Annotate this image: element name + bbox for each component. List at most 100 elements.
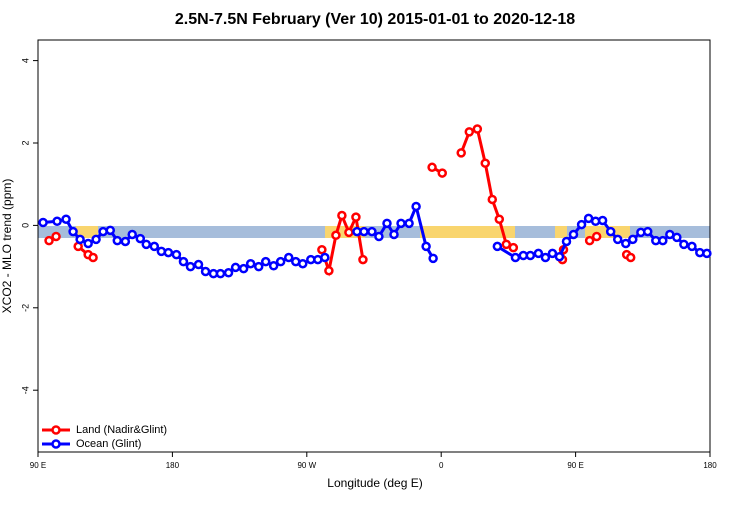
point xyxy=(501,239,512,250)
point xyxy=(642,226,653,237)
point xyxy=(253,261,264,272)
point xyxy=(672,232,682,243)
point xyxy=(83,238,93,249)
point xyxy=(597,215,608,226)
point xyxy=(178,256,189,267)
point xyxy=(687,241,697,252)
land-strip xyxy=(555,226,567,238)
point xyxy=(421,241,431,252)
plot-frame xyxy=(37,39,711,453)
point xyxy=(275,256,286,267)
point xyxy=(525,250,536,261)
point xyxy=(127,229,137,240)
point xyxy=(456,148,466,158)
point xyxy=(591,231,602,242)
point xyxy=(38,217,48,228)
point xyxy=(612,234,623,245)
point xyxy=(268,261,279,271)
point xyxy=(230,262,241,273)
land-strip xyxy=(420,226,515,238)
legend-marker xyxy=(51,439,61,449)
point xyxy=(510,252,521,263)
point xyxy=(411,201,421,212)
point xyxy=(437,168,447,178)
point xyxy=(320,252,330,263)
point xyxy=(120,236,131,247)
point xyxy=(51,231,61,242)
point xyxy=(331,230,341,241)
x-tick-label: 90 E xyxy=(30,461,46,470)
point xyxy=(508,242,519,253)
point xyxy=(428,253,438,264)
point xyxy=(374,231,384,242)
point xyxy=(200,266,211,277)
point xyxy=(171,249,182,260)
point xyxy=(382,218,392,229)
point xyxy=(554,251,565,262)
point xyxy=(540,252,551,263)
point xyxy=(492,241,503,252)
point xyxy=(61,214,71,224)
point xyxy=(389,229,399,240)
y-tick-label: 2 xyxy=(20,140,30,145)
x-tick-label: 90 E xyxy=(567,461,583,470)
point xyxy=(44,235,54,246)
point xyxy=(561,236,572,247)
point xyxy=(260,256,271,267)
y-axis-label: XCO2 - MLO trend (ppm) xyxy=(0,179,14,314)
point xyxy=(396,218,406,229)
point xyxy=(105,225,116,236)
point xyxy=(658,235,668,246)
point xyxy=(358,254,368,265)
point xyxy=(298,258,308,269)
y-tick-label: -2 xyxy=(20,304,30,312)
point xyxy=(238,263,249,274)
chart-title: 2.5N-7.5N February (Ver 10) 2015-01-01 t… xyxy=(175,11,575,28)
point xyxy=(547,248,558,259)
point xyxy=(605,226,616,237)
point xyxy=(533,248,544,259)
series-line xyxy=(48,127,632,277)
point xyxy=(576,219,587,230)
point xyxy=(193,259,204,270)
point xyxy=(487,194,498,205)
point xyxy=(141,239,152,250)
y-tick-label: 4 xyxy=(20,58,30,63)
point xyxy=(625,252,636,263)
point xyxy=(135,233,146,244)
legend-label: Ocean (Glint) xyxy=(76,438,141,450)
point xyxy=(480,158,491,168)
point xyxy=(68,226,78,237)
point xyxy=(245,258,256,269)
point xyxy=(337,210,347,221)
x-tick-label: 180 xyxy=(703,461,717,470)
point xyxy=(464,127,475,137)
point xyxy=(112,235,123,246)
point xyxy=(427,162,437,173)
point xyxy=(359,226,369,237)
point xyxy=(628,234,638,245)
x-tick-label: 180 xyxy=(166,461,180,470)
legend-marker xyxy=(51,425,61,435)
point xyxy=(283,252,294,263)
y-tick-label: -4 xyxy=(20,386,30,394)
point xyxy=(75,234,85,245)
point xyxy=(91,234,101,245)
point xyxy=(568,229,579,240)
point xyxy=(149,241,160,252)
point xyxy=(351,212,361,222)
point xyxy=(679,239,689,250)
point xyxy=(621,238,631,249)
point xyxy=(584,235,595,246)
x-tick-label: 90 W xyxy=(297,461,316,470)
point xyxy=(702,248,712,259)
point xyxy=(185,261,196,272)
point xyxy=(223,268,234,278)
point xyxy=(52,216,62,227)
point xyxy=(494,214,505,224)
x-axis-label: Longitude (deg E) xyxy=(327,476,422,490)
x-tick-label: 0 xyxy=(439,461,444,470)
point xyxy=(163,247,174,258)
